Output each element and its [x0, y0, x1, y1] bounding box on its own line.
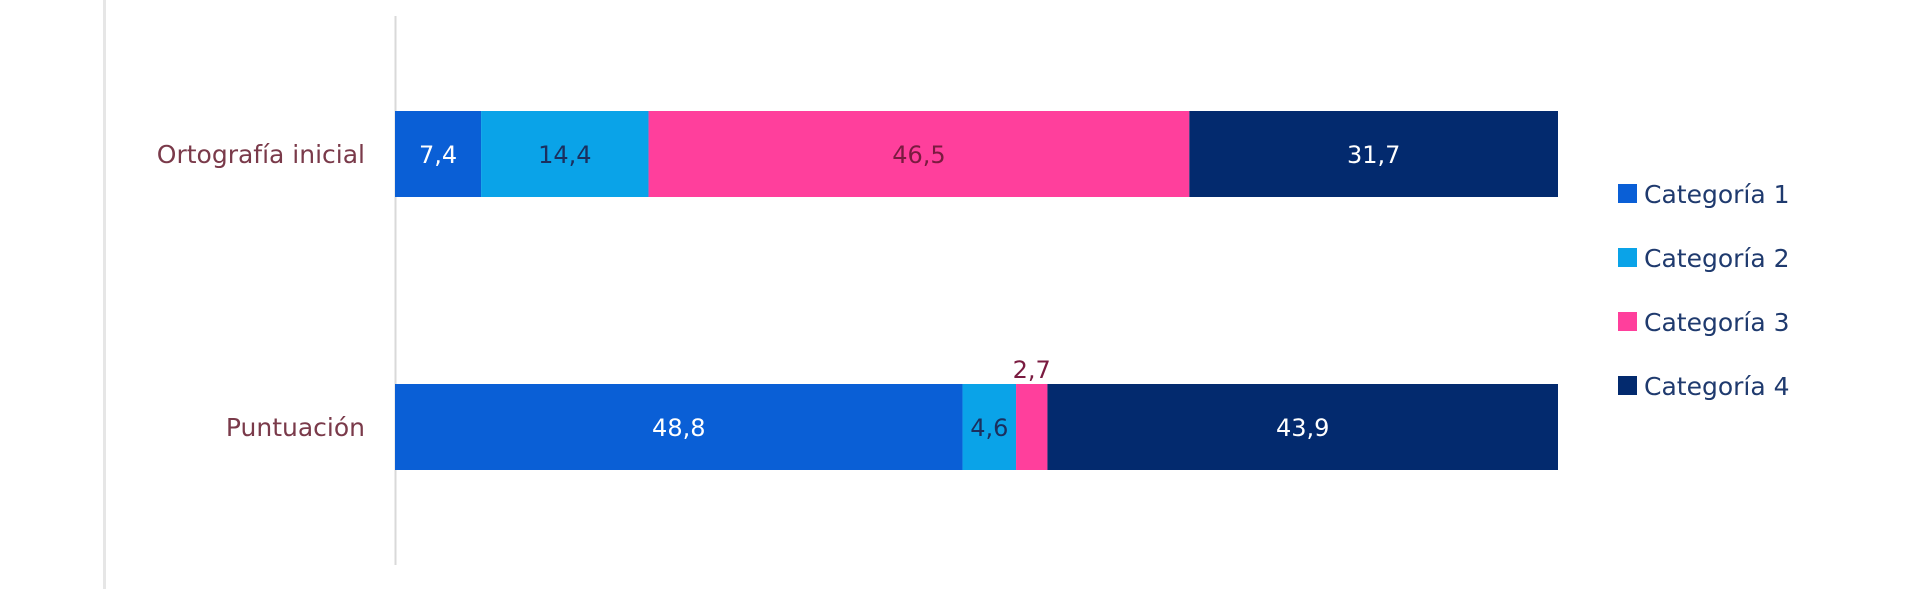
- legend-label: Categoría 3: [1644, 308, 1790, 337]
- bar-segment: [395, 111, 482, 197]
- data-label: 31,7: [1347, 141, 1400, 169]
- bar-segment: [395, 384, 963, 470]
- data-label: 14,4: [538, 141, 591, 169]
- data-label: 2,7: [1013, 356, 1051, 384]
- legend-label: Categoría 4: [1644, 372, 1790, 401]
- legend-label: Categoría 2: [1644, 244, 1790, 273]
- bar-segment: [648, 111, 1190, 197]
- bar-segment: [962, 384, 1017, 470]
- category-label: Puntuación: [226, 413, 365, 442]
- legend-swatch: [1618, 312, 1637, 331]
- frame-left-border: [103, 0, 106, 589]
- data-label: 43,9: [1276, 414, 1329, 442]
- legend-swatch: [1618, 184, 1637, 203]
- data-label: 46,5: [892, 141, 945, 169]
- stacked-bar-chart: Ortografía inicial 7,4 14,4 46,5 31,7 Puntuac…: [157, 16, 1790, 565]
- legend-label: Categoría 1: [1644, 180, 1790, 209]
- legend-swatch: [1618, 248, 1637, 267]
- data-label: 7,4: [419, 141, 457, 169]
- category-label: Ortografía inicial: [157, 140, 365, 169]
- bar-segment: [1189, 111, 1558, 197]
- chart-area: Ortografía inicial 7,4 14,4 46,5 31,7 Puntuac…: [120, 0, 1840, 589]
- bar-segment: [1047, 384, 1558, 470]
- bar-segment: [481, 111, 649, 197]
- data-label: 4,6: [970, 414, 1008, 442]
- bar-segment: [1016, 384, 1048, 470]
- data-label: 48,8: [652, 414, 705, 442]
- legend-swatch: [1618, 376, 1637, 395]
